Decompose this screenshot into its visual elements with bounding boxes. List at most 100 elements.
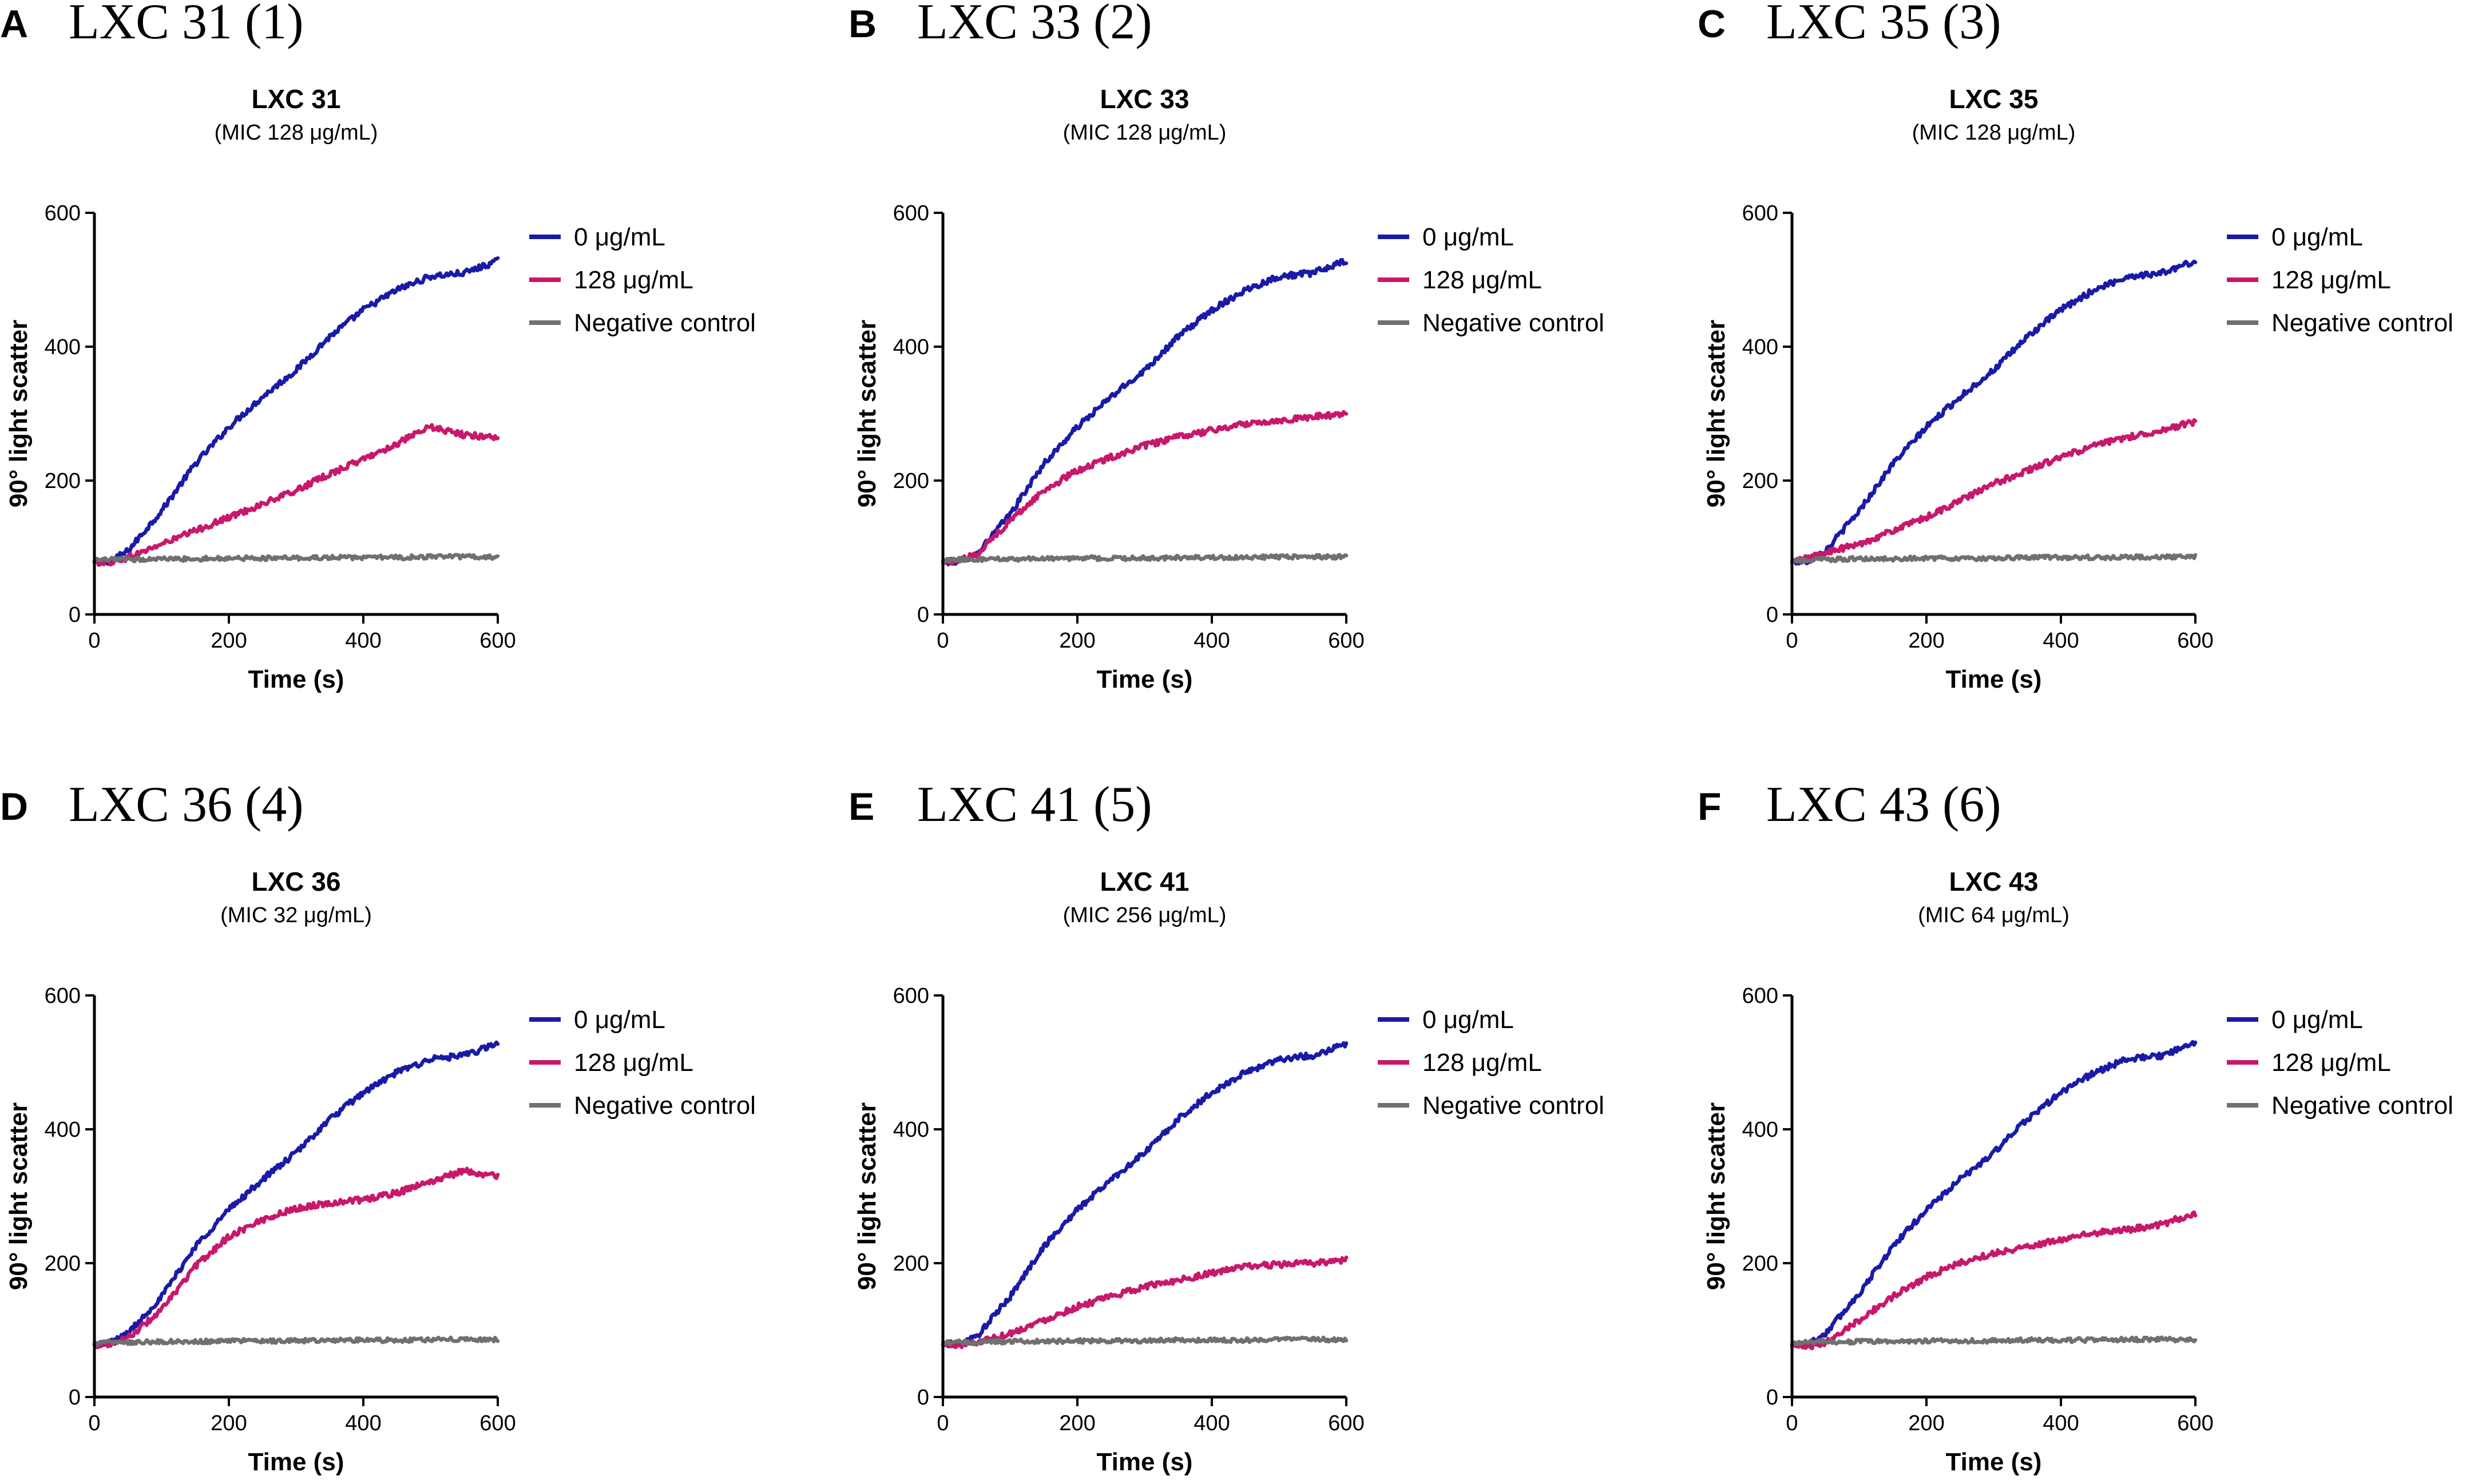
x-tick-label: 0 [1786, 1411, 1798, 1435]
x-tick-label: 0 [937, 1411, 949, 1435]
legend-label: Negative control [574, 1092, 756, 1120]
y-tick-label: 200 [893, 1252, 929, 1276]
legend-label: 128 μg/mL [574, 266, 693, 294]
y-tick-label: 0 [69, 1386, 81, 1410]
panel-header: LXC 36 (4) [69, 777, 304, 832]
chart-panel-a: A LXC 31 (1) LXC 31 (MIC 128 μg/mL) 0 200 400 6… [0, 0, 756, 693]
x-tick-label: 400 [1194, 1411, 1230, 1435]
x-tick-label: 600 [2177, 1411, 2213, 1435]
chart-subtitle: (MIC 128 μg/mL) [215, 121, 378, 145]
y-axis-title: 90° light scatter [853, 1102, 881, 1290]
x-tick-label: 400 [2043, 629, 2079, 653]
y-tick-label: 0 [1766, 603, 1778, 627]
panel-letter: B [849, 2, 877, 46]
y-tick-label: 0 [917, 603, 929, 627]
x-tick-label: 600 [479, 629, 516, 653]
chart-panel-f: F LXC 43 (6) LXC 43 (MIC 64 μg/mL) 0 200 400 60… [1698, 777, 2453, 1476]
series-line-series-0 [92, 1040, 500, 1349]
series-line-series-0 [92, 256, 500, 566]
legend-label: 0 μg/mL [574, 223, 665, 251]
chart-title: LXC 43 [1949, 867, 2039, 896]
y-tick-label: 200 [1742, 1252, 1778, 1276]
chart-title: LXC 31 [252, 84, 341, 114]
chart-subtitle: (MIC 32 μg/mL) [220, 903, 372, 927]
series-line-series-128 [92, 423, 500, 567]
chart-subtitle: (MIC 64 μg/mL) [1918, 903, 2069, 927]
legend-label: Negative control [2271, 309, 2453, 337]
x-tick-label: 200 [211, 1411, 247, 1435]
series-line-negative [92, 1335, 500, 1347]
x-tick-label: 600 [1328, 629, 1364, 653]
legend-label: Negative control [1422, 309, 1604, 337]
y-tick-label: 200 [893, 469, 929, 493]
y-tick-label: 400 [893, 335, 929, 359]
legend-label: 0 μg/mL [574, 1006, 665, 1034]
legend-label: 128 μg/mL [1422, 1049, 1542, 1077]
series-line-negative [941, 553, 1349, 564]
y-axis-title: 90° light scatter [5, 1102, 33, 1290]
x-tick-label: 0 [88, 1411, 100, 1435]
legend-label: 128 μg/mL [574, 1049, 693, 1077]
chart-panel-b: B LXC 33 (2) LXC 33 (MIC 128 μg/mL) 0 200 400 6… [849, 0, 1604, 693]
x-axis-title: Time (s) [1946, 1448, 2042, 1476]
panel-header: LXC 31 (1) [69, 0, 304, 50]
x-axis-title: Time (s) [1946, 665, 2042, 693]
panel-header: LXC 35 (3) [1766, 0, 2001, 50]
x-tick-label: 200 [211, 629, 247, 653]
y-axis-title: 90° light scatter [1702, 320, 1730, 507]
chart-panel-d: D LXC 36 (4) LXC 36 (MIC 32 μg/mL) 0 200 400 60… [0, 777, 756, 1476]
panel-letter: D [0, 785, 28, 828]
legend-label: 128 μg/mL [2271, 266, 2391, 294]
series-line-series-128 [941, 410, 1349, 566]
y-tick-label: 400 [45, 335, 81, 359]
chart-subtitle: (MIC 256 μg/mL) [1063, 903, 1227, 927]
x-axis-title: Time (s) [1097, 1448, 1193, 1476]
legend-label: 128 μg/mL [2271, 1049, 2391, 1077]
y-tick-label: 0 [69, 603, 81, 627]
x-tick-label: 400 [1194, 629, 1230, 653]
series-line-series-0 [1790, 1039, 2198, 1348]
x-tick-label: 200 [1908, 1411, 1944, 1435]
legend-label: 0 μg/mL [1422, 223, 1514, 251]
legend-label: 0 μg/mL [2271, 223, 2363, 251]
series-line-series-128 [941, 1255, 1349, 1350]
chart-title: LXC 33 [1100, 84, 1190, 114]
panel-header: LXC 41 (5) [917, 777, 1152, 832]
series-line-negative [941, 1335, 1349, 1347]
series-line-series-128 [92, 1166, 500, 1350]
y-tick-label: 600 [1742, 201, 1778, 225]
y-tick-label: 600 [45, 201, 81, 225]
series-line-negative [92, 553, 500, 564]
panel-header: LXC 43 (6) [1766, 777, 2001, 832]
y-tick-label: 400 [1742, 1118, 1778, 1142]
panel-header: LXC 33 (2) [917, 0, 1152, 50]
y-tick-label: 600 [45, 984, 81, 1008]
chart-subtitle: (MIC 128 μg/mL) [1912, 121, 2076, 145]
y-axis-title: 90° light scatter [1702, 1102, 1730, 1290]
x-tick-label: 0 [937, 629, 949, 653]
chart-title: LXC 41 [1100, 867, 1190, 896]
chart-title: LXC 36 [252, 867, 341, 896]
y-tick-label: 400 [893, 1118, 929, 1142]
x-tick-label: 600 [479, 1411, 516, 1435]
panel-letter: A [0, 2, 28, 46]
x-tick-label: 600 [1328, 1411, 1364, 1435]
series-line-series-128 [1790, 418, 2198, 565]
x-axis-title: Time (s) [248, 665, 344, 693]
y-tick-label: 600 [893, 201, 929, 225]
y-axis-title: 90° light scatter [5, 320, 33, 507]
x-tick-label: 200 [1059, 1411, 1095, 1435]
series-line-series-0 [941, 258, 1349, 566]
series-line-series-128 [1790, 1210, 2198, 1351]
y-tick-label: 0 [1766, 1386, 1778, 1410]
y-tick-label: 400 [45, 1118, 81, 1142]
legend-label: 128 μg/mL [1422, 266, 1542, 294]
x-tick-label: 400 [345, 629, 381, 653]
x-axis-title: Time (s) [1097, 665, 1193, 693]
chart-subtitle: (MIC 128 μg/mL) [1063, 121, 1227, 145]
panel-letter: F [1698, 785, 1722, 828]
series-line-series-0 [1790, 259, 2198, 566]
y-axis-title: 90° light scatter [853, 320, 881, 507]
y-tick-label: 600 [893, 984, 929, 1008]
